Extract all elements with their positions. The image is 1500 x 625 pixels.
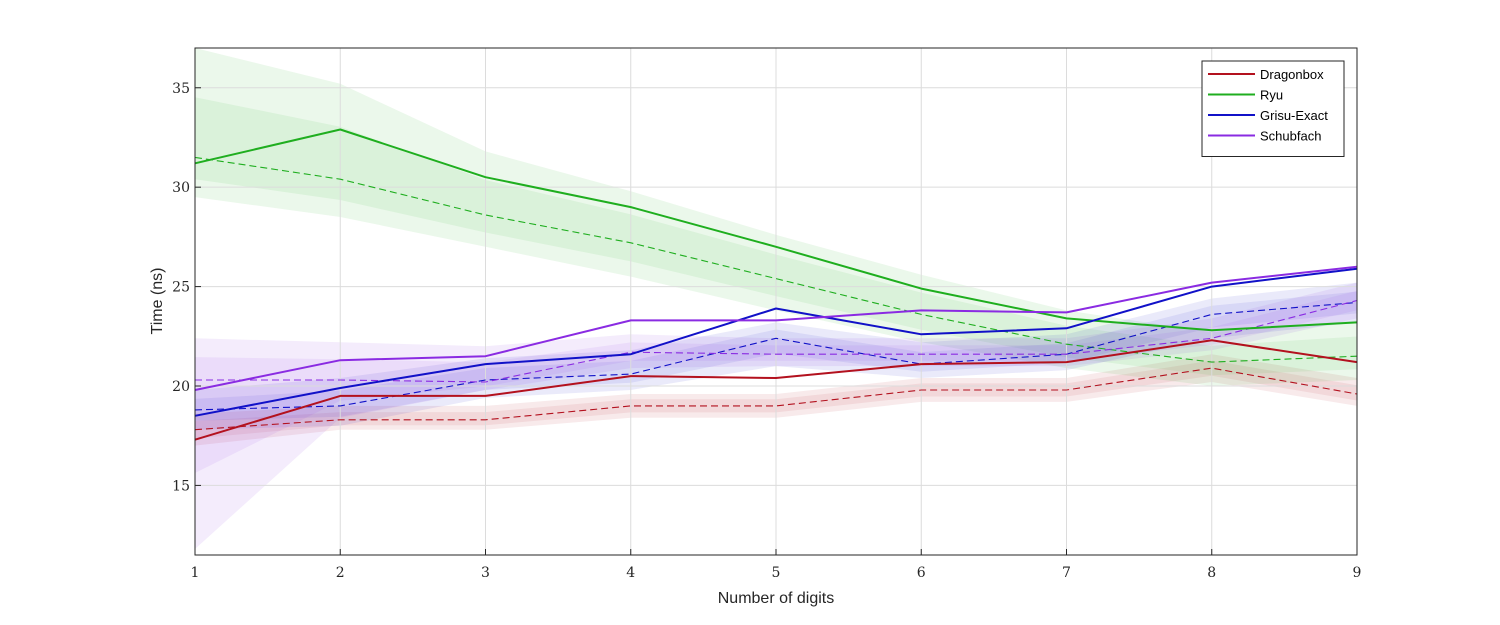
y-tick-label: 25 [172, 280, 190, 296]
dragonbox-median-line [194, 367, 1358, 431]
legend: Dragonbox Ryu Grisu-Exact Schubfach [1201, 60, 1345, 157]
x-tick-label: 2 [336, 565, 345, 581]
ryu-mean-line [194, 128, 1358, 332]
y-tick-label: 35 [172, 81, 190, 97]
legend-label-grisu-exact: Grisu-Exact [1260, 108, 1328, 123]
legend-label-ryu: Ryu [1260, 88, 1283, 103]
x-tick-label: 7 [1062, 565, 1071, 581]
y-tick-label: 20 [172, 379, 190, 395]
y-tick-label: 15 [172, 478, 190, 494]
x-tick-label: 5 [772, 565, 781, 581]
legend-label-schubfach: Schubfach [1260, 129, 1321, 144]
x-tick-label: 3 [481, 565, 490, 581]
ryu-inner-band [195, 97, 1357, 376]
schubfach-mean-line [194, 265, 1358, 391]
y-axis-ticks: 15 20 25 30 35 [172, 81, 201, 494]
legend-box [1201, 60, 1345, 157]
schubfach-inner-band [195, 290, 1357, 473]
y-axis-label: Time (ns) [149, 268, 166, 335]
x-axis-ticks: 1 2 3 4 5 6 7 8 9 [191, 549, 1362, 581]
grisu-exact-mean-line [194, 267, 1358, 417]
dragonbox-mean-line [194, 339, 1358, 441]
ryu-band [195, 48, 1357, 386]
x-axis-label: Number of digits [718, 590, 835, 607]
x-tick-label: 8 [1207, 565, 1216, 581]
grisu-exact-median-line [194, 301, 1358, 411]
series-lines [194, 128, 1358, 441]
x-tick-label: 1 [191, 565, 200, 581]
x-tick-label: 4 [626, 565, 635, 581]
x-tick-label: 9 [1353, 565, 1362, 581]
legend-label-dragonbox: Dragonbox [1260, 67, 1324, 82]
y-tick-label: 30 [172, 180, 190, 196]
x-tick-label: 6 [917, 565, 926, 581]
